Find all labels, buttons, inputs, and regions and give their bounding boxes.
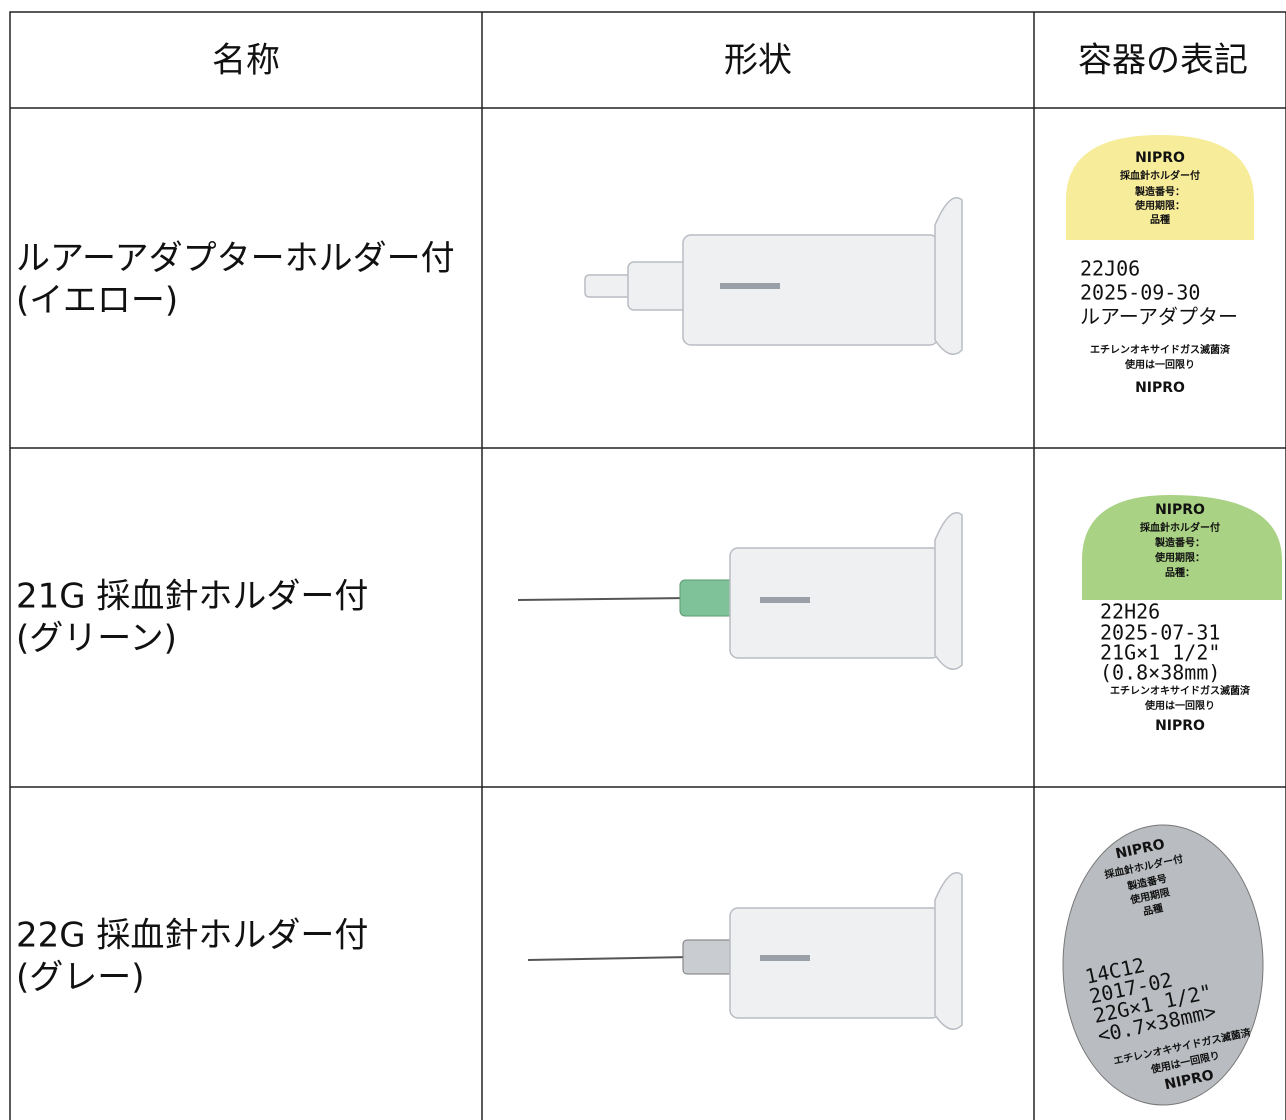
header-cell: 名称 (212, 41, 280, 81)
label-text: エチレンオキサイドガス滅菌済 (1110, 684, 1251, 697)
row-name: (グリーン) (16, 619, 177, 659)
label-text: 使用は一回限り (1144, 699, 1215, 712)
label-text: 採血針ホルダー付 (1120, 169, 1200, 182)
product-image (584, 197, 963, 355)
label-text: 品種： (1165, 566, 1195, 579)
label-code: 22J06 (1080, 257, 1140, 281)
header-cell: 容器の表記 (1078, 41, 1248, 81)
table-border (9, 11, 1286, 1120)
labels: NIPRO採血針ホルダー付製造番号：使用期限：品種22J062025-09-30… (1080, 150, 1253, 1093)
label-code: (0.8×38mm) (1100, 661, 1220, 685)
row-name: (グレー) (16, 958, 145, 998)
label-text: 採血針ホルダー付 (1140, 521, 1220, 534)
label-text: NIPRO (1155, 502, 1205, 518)
label-text: 使用は一回限り (1124, 358, 1195, 371)
label-text: 品種 (1142, 901, 1164, 918)
row-name: 21G 採血針ホルダー付 (16, 577, 368, 617)
header-cell: 形状 (724, 41, 792, 81)
row-name: (イエロー) (16, 281, 178, 321)
product-image (527, 872, 963, 1030)
table-grid (9, 11, 1286, 1120)
label-background (1066, 135, 1254, 240)
label-text: NIPRO (1135, 380, 1185, 396)
label-background (1082, 495, 1282, 600)
label-code: 2025-09-30 (1080, 281, 1200, 305)
label-text: NIPRO (1155, 718, 1205, 734)
label-text: 使用期限： (1134, 199, 1185, 212)
label-text: 使用期限： (1154, 551, 1205, 564)
product-image (517, 512, 963, 670)
label-text: 品種 (1150, 213, 1170, 226)
label-text: エチレンオキサイドガス滅菌済 (1090, 343, 1231, 356)
label-text: 製造番号： (1154, 536, 1205, 549)
label-code: 21G×1 1/2" (1100, 641, 1220, 665)
label-code: ルアーアダプター (1080, 305, 1238, 329)
label-text: 製造番号： (1134, 185, 1185, 198)
label-text: NIPRO (1135, 150, 1185, 166)
row-name: 22G 採血針ホルダー付 (16, 916, 368, 956)
label-code: 2025-07-31 (1100, 621, 1220, 645)
label-background (1062, 824, 1264, 1106)
label-code: 22H26 (1100, 600, 1160, 624)
row-name: ルアーアダプターホルダー付 (16, 239, 455, 279)
